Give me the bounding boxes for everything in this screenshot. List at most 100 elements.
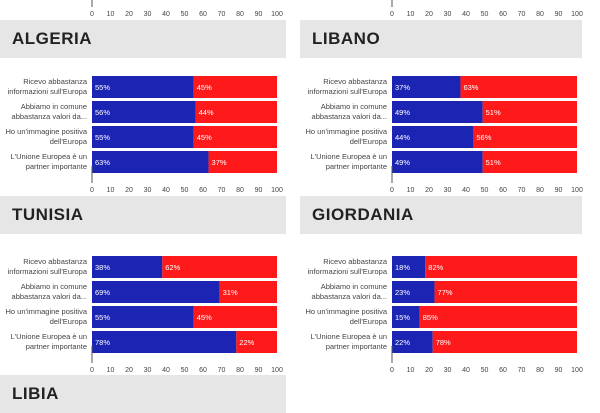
data-label-disagree: 31%	[223, 288, 238, 297]
category-label: L'Unione Europea è un	[311, 332, 388, 341]
chart-0-tick-label: 80	[236, 187, 244, 194]
chart-2-tick-label: 100	[271, 367, 283, 374]
bar-segment-disagree	[432, 331, 577, 353]
bar-segment-agree	[392, 126, 474, 148]
bar-segment-disagree	[162, 256, 277, 278]
data-label-agree: 23%	[395, 288, 410, 297]
data-label-agree: 37%	[395, 83, 410, 92]
data-label-agree: 78%	[95, 338, 110, 347]
chart-0-tick-label: 100	[271, 187, 283, 194]
panel-title-giordania: GIORDANIA	[300, 196, 582, 234]
top-left-tick-label: 0	[90, 11, 94, 18]
chart-1-tick-label: 50	[481, 187, 489, 194]
chart-3-tick-label: 100	[571, 367, 583, 374]
bar-segment-disagree	[419, 306, 577, 328]
bar-segment-agree	[92, 331, 237, 353]
top-right-tick-label: 70	[518, 11, 526, 18]
data-label-disagree: 45%	[197, 83, 212, 92]
chart-2-tick-label: 50	[181, 367, 189, 374]
panel-title-libano: LIBANO	[300, 20, 582, 58]
bar-segment-agree	[92, 76, 194, 98]
bar-segment-agree	[392, 101, 483, 123]
category-label: abbastanza valori da...	[12, 112, 87, 121]
chart-1-tick-label: 40	[462, 187, 470, 194]
top-left-tick-label: 10	[107, 11, 115, 18]
chart-1-tick-label: 20	[425, 187, 433, 194]
bar-segment-disagree	[460, 76, 577, 98]
chart-0-tick-label: 70	[218, 187, 226, 194]
chart-2-tick-label: 60	[199, 367, 207, 374]
panel-title-algeria: ALGERIA	[0, 20, 286, 58]
category-label: partner importante	[26, 162, 87, 171]
bar-segment-disagree	[482, 101, 577, 123]
chart-0-tick-label: 50	[181, 187, 189, 194]
bar-segment-disagree	[236, 331, 277, 353]
chart-3-tick-label: 80	[536, 367, 544, 374]
top-right-tick-label: 20	[425, 11, 433, 18]
chart-0-tick-label: 90	[255, 187, 263, 194]
chart-2-tick-label: 90	[255, 367, 263, 374]
chart-1-tick-label: 90	[555, 187, 563, 194]
top-left-tick-label: 80	[236, 11, 244, 18]
category-label: abbastanza valori da...	[312, 112, 387, 121]
chart-2-tick-label: 20	[125, 367, 133, 374]
data-label-agree: 18%	[395, 263, 410, 272]
category-label: L'Unione Europea è un	[11, 152, 88, 161]
chart-2-tick-label: 30	[144, 367, 152, 374]
chart-3-tick-label: 0	[390, 367, 394, 374]
top-left-tick-label: 60	[199, 11, 207, 18]
chart-0-tick-label: 30	[144, 187, 152, 194]
bar-segment-disagree	[434, 281, 577, 303]
category-label: Ricevo abbastanza	[23, 257, 88, 266]
top-left-tick-label: 30	[144, 11, 152, 18]
panel-title-text: TUNISIA	[12, 205, 84, 224]
chart-0-tick-label: 60	[199, 187, 207, 194]
top-right-tick-label: 60	[499, 11, 507, 18]
data-label-agree: 55%	[95, 83, 110, 92]
chart-3-tick-label: 20	[425, 367, 433, 374]
category-label: informazioni sull'Europa	[308, 87, 388, 96]
category-label: abbastanza valori da...	[312, 292, 387, 301]
category-label: Ho un'immagine positiva	[306, 127, 388, 136]
data-label-disagree: 45%	[197, 133, 212, 142]
category-label: L'Unione Europea è un	[311, 152, 388, 161]
data-label-disagree: 77%	[438, 288, 453, 297]
category-label: Abbiamo in comune	[21, 102, 87, 111]
chart-1-tick-label: 0	[390, 187, 394, 194]
chart-3-tick-label: 50	[481, 367, 489, 374]
data-label-agree: 55%	[95, 133, 110, 142]
bar-segment-disagree	[482, 151, 577, 173]
data-label-disagree: 63%	[463, 83, 478, 92]
chart-0-tick-label: 0	[90, 187, 94, 194]
category-label: partner importante	[26, 342, 87, 351]
data-label-disagree: 82%	[428, 263, 443, 272]
category-label: abbastanza valori da...	[12, 292, 87, 301]
category-label: Abbiamo in comune	[21, 282, 87, 291]
chart-2-tick-label: 70	[218, 367, 226, 374]
top-right-partial-axis: 0 10 20 30 40 50 60 70 80 90 100	[390, 0, 583, 18]
category-label: Abbiamo in comune	[321, 282, 387, 291]
category-label: Ricevo abbastanza	[23, 77, 88, 86]
data-label-disagree: 85%	[423, 313, 438, 322]
top-right-tick-label: 80	[536, 11, 544, 18]
data-label-agree: 69%	[95, 288, 110, 297]
bar-segment-agree	[92, 101, 196, 123]
data-label-disagree: 44%	[199, 108, 214, 117]
category-label: dell'Europa	[50, 317, 88, 326]
category-label: Ho un'immagine positiva	[6, 127, 88, 136]
data-label-agree: 56%	[95, 108, 110, 117]
data-label-disagree: 22%	[239, 338, 254, 347]
top-left-tick-label: 20	[125, 11, 133, 18]
category-label: partner importante	[326, 162, 387, 171]
chart-1-tick-label: 80	[536, 187, 544, 194]
top-left-tick-label: 50	[181, 11, 189, 18]
top-left-tick-label: 90	[255, 11, 263, 18]
chart-3-tick-label: 90	[555, 367, 563, 374]
category-label: informazioni sull'Europa	[8, 267, 88, 276]
panel-title-text: LIBIA	[12, 384, 59, 403]
data-label-disagree: 37%	[212, 158, 227, 167]
bar-segment-agree	[392, 331, 433, 353]
